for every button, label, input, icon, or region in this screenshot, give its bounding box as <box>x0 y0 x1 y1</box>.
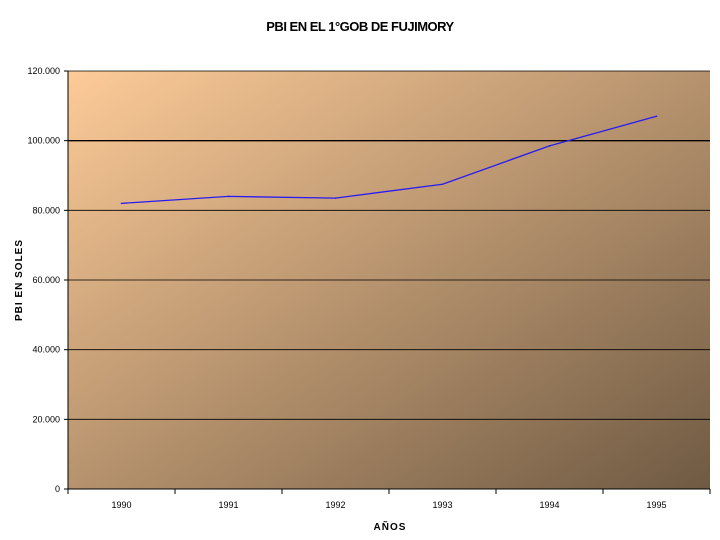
y-tick-label: 120.000 <box>27 66 60 76</box>
axes <box>64 70 711 494</box>
gridlines <box>68 70 710 420</box>
y-tick-label: 80.000 <box>32 205 60 215</box>
y-axis-title: PBI EN SOLES <box>14 239 25 321</box>
x-tick-label: 1992 <box>325 500 345 510</box>
x-tick-label: 1995 <box>646 500 666 510</box>
y-tick-label: 0 <box>55 484 60 494</box>
x-tick-label: 1994 <box>539 500 559 510</box>
data-point <box>120 202 123 205</box>
data-point <box>548 145 551 147</box>
y-tick-label: 20.000 <box>32 414 60 424</box>
x-tick-label: 1991 <box>218 500 238 510</box>
data-point <box>441 183 444 186</box>
y-tick-label: 40.000 <box>32 345 60 355</box>
x-tick-label: 1990 <box>111 500 131 510</box>
x-tick-label: 1993 <box>432 500 452 510</box>
y-tick-label: 60.000 <box>32 275 60 285</box>
series-line <box>121 115 657 205</box>
tick-labels: 0 20.000 40.000 60.000 80.000 100.000 120.000 1… <box>27 66 666 510</box>
chart-title: PBI EN EL 1°GOB DE FUJIMORY <box>266 19 454 34</box>
series-layer <box>120 115 658 205</box>
data-point <box>227 195 230 198</box>
y-tick-label: 100.000 <box>27 136 60 146</box>
data-point <box>655 115 658 118</box>
x-axis-title: AÑOS <box>374 520 407 533</box>
data-point <box>334 197 337 199</box>
